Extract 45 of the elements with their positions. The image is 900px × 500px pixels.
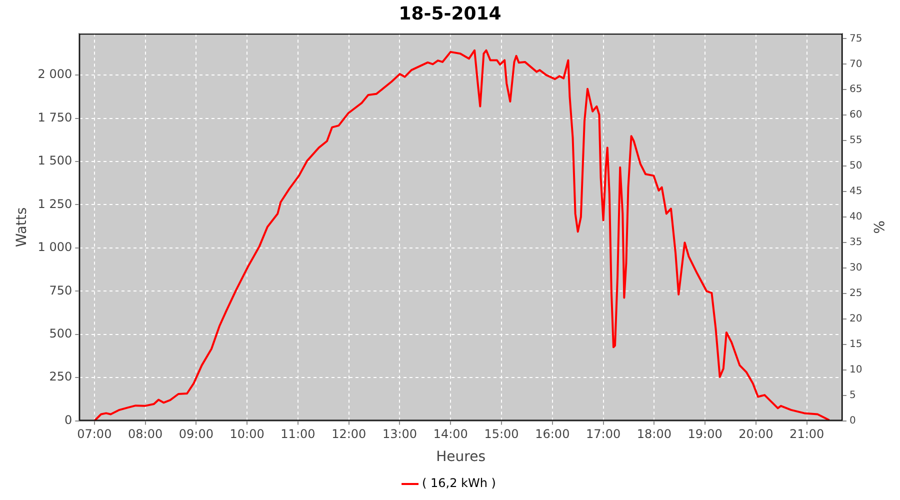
x-tick-label: 16:00	[535, 427, 570, 442]
y-tick-label: 500	[49, 326, 72, 340]
x-tick-label: 15:00	[484, 427, 519, 442]
y2-tick-label: 50	[849, 160, 862, 172]
x-tick-label: 07:00	[77, 427, 112, 442]
y2-tick-label: 60	[849, 110, 862, 121]
y-tick-label: 250	[49, 370, 72, 384]
y2-tick-label: 25	[849, 288, 862, 300]
y-tick-label: 1 500	[38, 154, 72, 168]
y-tick-label: 750	[49, 283, 72, 298]
y2-tick-label: 15	[849, 338, 862, 350]
y-tick-label: 1 750	[38, 110, 72, 124]
y-axis-title: Watts	[14, 207, 30, 248]
x-tick-label: 09:00	[178, 427, 214, 442]
x-tick-label: 08:00	[128, 427, 163, 442]
y-tick-label: 2 000	[38, 67, 72, 82]
y2-tick-label: 30	[849, 262, 862, 274]
y2-tick-label: 35	[849, 237, 862, 248]
x-axis-title: Heures	[436, 449, 486, 466]
x-tick-label: 18:00	[636, 427, 672, 442]
chart-title: 18-5-2014	[398, 3, 502, 24]
y2-tick-label: 45	[849, 186, 862, 198]
y2-tick-label: 65	[849, 84, 862, 96]
y2-tick-label: 70	[849, 58, 862, 70]
y2-tick-label: 0	[849, 415, 856, 426]
x-tick-label: 20:00	[738, 427, 774, 442]
legend-label: ( 16,2 kWh )	[422, 476, 496, 490]
y2-tick-label: 55	[849, 135, 862, 146]
x-tick-label: 10:00	[230, 427, 264, 442]
y-tick-label: 1 250	[38, 196, 72, 211]
y2-axis-title: %	[870, 220, 886, 234]
y2-tick-label: 40	[849, 212, 862, 223]
y2-tick-label: 5	[849, 390, 856, 401]
y2-tick-label: 75	[849, 33, 862, 44]
x-tick-label: 11:00	[280, 427, 316, 442]
x-tick-label: 17:00	[586, 427, 621, 442]
y2-tick-label: 10	[849, 364, 862, 376]
y-tick-label: 0	[64, 412, 72, 427]
y-tick-label: 1 000	[38, 240, 72, 254]
x-tick-label: 14:00	[433, 427, 468, 442]
y2-tick-label: 20	[849, 314, 862, 324]
x-tick-label: 13:00	[382, 427, 418, 442]
x-tick-label: 21:00	[790, 427, 824, 442]
x-tick-label: 19:00	[688, 427, 722, 442]
x-tick-label: 12:00	[332, 427, 366, 442]
